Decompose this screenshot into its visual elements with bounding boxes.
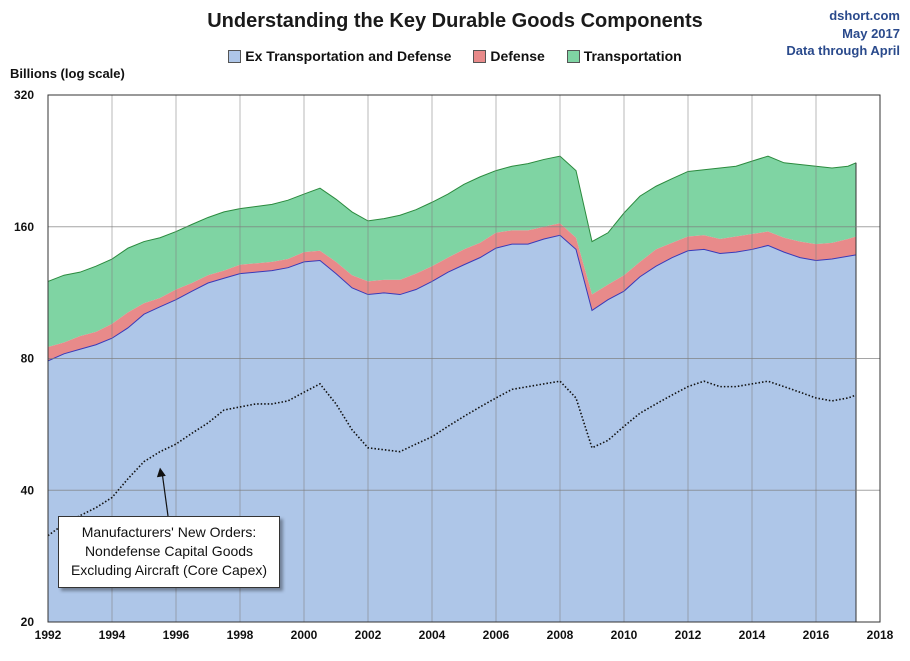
legend-label-ex-transport: Ex Transportation and Defense xyxy=(245,48,452,64)
x-tick-label-2008: 2008 xyxy=(547,628,574,642)
annotation-line-3: Excluding Aircraft (Core Capex) xyxy=(70,562,268,578)
x-tick-label-1992: 1992 xyxy=(35,628,62,642)
x-tick-label-1996: 1996 xyxy=(163,628,190,642)
core-capex-series xyxy=(47,380,857,537)
axes: 20 40 80 160 320 1992 1994 1996 1998 2000 2002 2004… xyxy=(14,88,894,642)
legend-swatch-transportation xyxy=(566,49,580,63)
publication-date: May 2017 xyxy=(842,26,900,41)
x-tick-label-2004: 2004 xyxy=(419,628,446,642)
chart-title: Understanding the Key Durable Goods Comp… xyxy=(207,10,703,32)
area-defense xyxy=(48,223,856,361)
y-tick-label-40: 40 xyxy=(21,483,35,497)
legend-swatch-ex-transport xyxy=(228,49,242,63)
x-tick-label-2006: 2006 xyxy=(483,628,510,642)
legend-label-defense: Defense xyxy=(490,48,545,64)
x-tick-label-2016: 2016 xyxy=(803,628,830,642)
annotation-line-2: Nondefense Capital Goods xyxy=(84,543,254,559)
legend-label-transportation: Transportation xyxy=(583,48,682,64)
area-transportation xyxy=(48,156,856,347)
line-core-capex xyxy=(47,380,857,537)
data-through-note: Data through April xyxy=(786,43,900,58)
x-tick-label-1994: 1994 xyxy=(99,628,126,642)
x-tick-label-2010: 2010 xyxy=(611,628,638,642)
x-tick-label-2000: 2000 xyxy=(291,628,318,642)
line-ex-transportation-top xyxy=(47,234,857,362)
legend-item-transportation: Transportation xyxy=(566,48,682,64)
legend-swatch-defense xyxy=(473,49,487,63)
core-capex-annotation: Manufacturers' New Orders: Nondefense Ca… xyxy=(58,516,280,588)
x-tick-label-2014: 2014 xyxy=(739,628,766,642)
grid xyxy=(48,95,880,622)
x-tick-label-2012: 2012 xyxy=(675,628,702,642)
x-tick-label-2018: 2018 xyxy=(867,628,894,642)
source-site: dshort.com xyxy=(829,8,900,23)
legend-item-ex-transport: Ex Transportation and Defense xyxy=(228,48,451,64)
line-transportation-top xyxy=(47,155,857,282)
legend: Ex Transportation and Defense Defense Tr… xyxy=(0,48,910,66)
x-tick-label-2002: 2002 xyxy=(355,628,382,642)
y-tick-label-320: 320 xyxy=(14,88,34,102)
arrow-shaft xyxy=(161,471,169,517)
arrow-head xyxy=(156,467,166,478)
y-tick-label-160: 160 xyxy=(14,220,34,234)
annotation-arrow xyxy=(156,467,169,517)
plot-frame xyxy=(47,94,881,623)
y-axis-label: Billions (log scale) xyxy=(10,66,125,81)
x-tick-label-1998: 1998 xyxy=(227,628,254,642)
legend-item-defense: Defense xyxy=(473,48,545,64)
annotation-line-1: Manufacturers' New Orders: xyxy=(81,524,257,540)
y-tick-label-20: 20 xyxy=(21,615,35,629)
y-tick-label-80: 80 xyxy=(21,352,35,366)
